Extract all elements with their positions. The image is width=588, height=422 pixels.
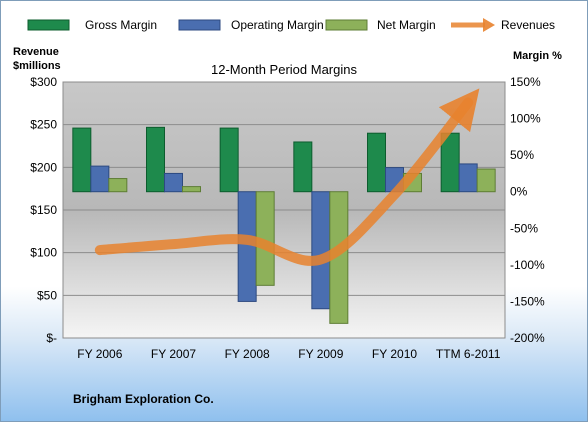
bar-gross-margin bbox=[219, 127, 239, 193]
legend-label-operating-margin: Operating Margin bbox=[231, 18, 324, 32]
right-tick-label: -150% bbox=[510, 294, 545, 308]
company-label: Brigham Exploration Co. bbox=[73, 392, 214, 406]
chart-title: 12-Month Period Margins bbox=[211, 62, 357, 77]
right-axis-ticks: -200% -150% -100% -50% 0% 50% 100% 150% bbox=[510, 75, 545, 345]
bar-operating-margin bbox=[164, 172, 183, 193]
bar-net-margin bbox=[182, 186, 201, 193]
right-axis-title: Margin % bbox=[513, 50, 562, 62]
gridlines bbox=[63, 124, 505, 296]
bar-gross-margin bbox=[72, 127, 92, 193]
right-tick-label: 0% bbox=[510, 185, 528, 199]
legend-label-net-margin: Net Margin bbox=[377, 18, 436, 32]
left-tick-label: $50 bbox=[37, 288, 57, 302]
legend-label-revenues: Revenues bbox=[501, 18, 555, 32]
right-tick-label: 50% bbox=[510, 148, 534, 162]
left-tick-label: $150 bbox=[30, 203, 57, 217]
revenues-line bbox=[94, 88, 480, 266]
bar-gross-margin bbox=[146, 126, 165, 193]
legend-label-gross-margin: Gross Margin bbox=[85, 18, 157, 32]
right-tick-label: -50% bbox=[510, 221, 538, 235]
left-axis-ticks: $- $50 $100 $150 $200 $250 $300 bbox=[30, 75, 57, 345]
x-tick-label: FY 2008 bbox=[225, 347, 270, 361]
bar-operating-margin bbox=[90, 165, 110, 193]
bar-operating-margin bbox=[311, 191, 331, 310]
legend-swatch-gross-margin bbox=[27, 19, 70, 31]
legend-arrow-icon bbox=[483, 18, 495, 32]
x-axis-ticks: FY 2006 FY 2007 FY 2008 FY 2009 FY 2010 TTM 6… bbox=[77, 347, 500, 361]
x-tick-label: TTM 6-2011 bbox=[436, 347, 501, 361]
bar-net-margin bbox=[476, 168, 496, 193]
left-axis-title-line1: Revenue bbox=[13, 46, 59, 58]
bar-operating-margin bbox=[237, 191, 257, 302]
x-tick-label: FY 2007 bbox=[151, 347, 196, 361]
left-tick-label: $250 bbox=[30, 118, 57, 132]
right-tick-label: -100% bbox=[510, 258, 545, 272]
left-tick-label: $300 bbox=[30, 75, 57, 89]
bar-gross-margin bbox=[367, 132, 386, 193]
left-tick-label: $200 bbox=[30, 160, 57, 174]
right-tick-label: 100% bbox=[510, 112, 541, 126]
x-tick-label: FY 2009 bbox=[298, 347, 343, 361]
bar-net-margin bbox=[108, 178, 128, 193]
left-axis-title-line2: $millions bbox=[13, 60, 61, 72]
legend: Gross Margin Operating Margin Net Margin… bbox=[27, 18, 555, 32]
right-tick-label: -200% bbox=[510, 331, 545, 345]
bar-operating-margin bbox=[458, 163, 478, 193]
left-tick-label: $- bbox=[46, 331, 57, 345]
left-tick-label: $100 bbox=[30, 246, 57, 260]
right-tick-label: 150% bbox=[510, 75, 541, 89]
x-tick-label: FY 2006 bbox=[77, 347, 122, 361]
legend-swatch-operating-margin bbox=[178, 19, 221, 31]
bar-gross-margin bbox=[293, 141, 313, 193]
bars bbox=[72, 126, 496, 324]
legend-swatch-net-margin bbox=[325, 19, 368, 31]
x-tick-label: FY 2010 bbox=[372, 347, 417, 361]
